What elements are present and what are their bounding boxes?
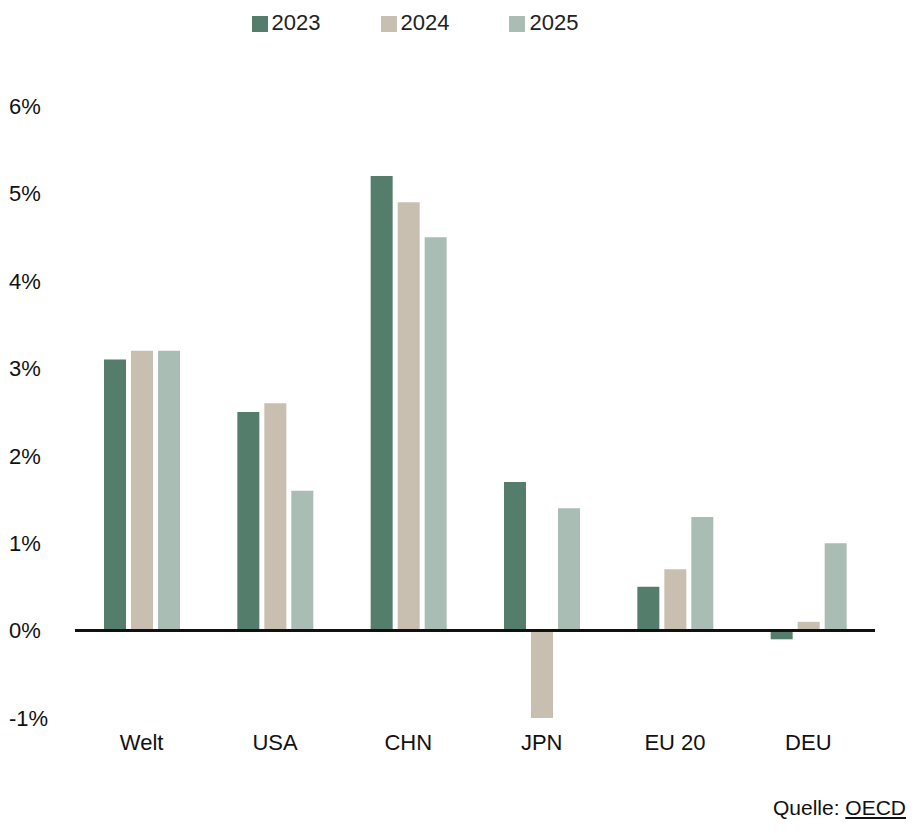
svg-text:Welt: Welt <box>120 730 164 755</box>
svg-text:DEU: DEU <box>785 730 831 755</box>
svg-text:0%: 0% <box>9 618 41 643</box>
html-text:2025: 2025 <box>529 10 579 35</box>
svg-text:EU 20: EU 20 <box>644 730 705 755</box>
svg-text:5%: 5% <box>9 181 41 206</box>
svg-text:USA: USA <box>252 730 298 755</box>
svg-text:1%: 1% <box>9 531 41 556</box>
svg-text:JPN: JPN <box>521 730 563 755</box>
svg-text:3%: 3% <box>9 356 41 381</box>
svg-text:4%: 4% <box>9 269 41 294</box>
svg-text:6%: 6% <box>9 94 41 119</box>
svg-text:CHN: CHN <box>384 730 432 755</box>
html-text:2023: 2023 <box>271 10 321 35</box>
html-text:2024: 2024 <box>400 10 450 35</box>
svg-text:-1%: -1% <box>9 706 48 731</box>
html-text:Quelle: OECD: Quelle: OECD <box>772 796 906 819</box>
svg-text:2%: 2% <box>9 444 41 469</box>
